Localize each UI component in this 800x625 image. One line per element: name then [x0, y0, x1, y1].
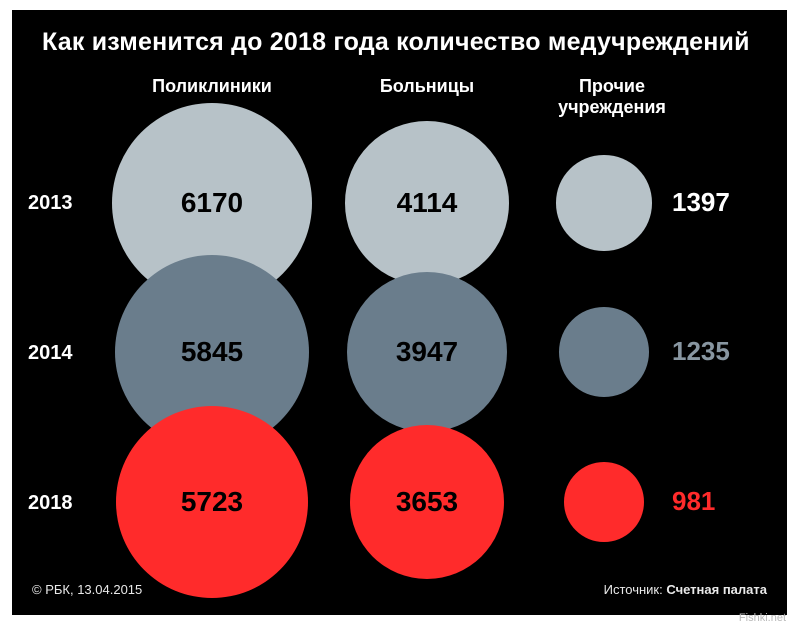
- footer-credit: © РБК, 13.04.2015: [32, 582, 142, 597]
- bubble-2013-other: [556, 155, 651, 250]
- row-label-2013: 2013: [28, 192, 73, 215]
- value: 5845: [181, 336, 243, 368]
- column-header-polyclinics: Поликлиники: [112, 76, 312, 97]
- bubble-2018-other: [564, 462, 644, 542]
- column-header-other: Прочиеучреждения: [512, 76, 712, 117]
- column-header-hospitals: Больницы: [327, 76, 527, 97]
- value: 3947: [396, 336, 458, 368]
- side-value-2013: 1397: [672, 187, 730, 218]
- chart-canvas: Как изменится до 2018 года количество ме…: [12, 10, 787, 615]
- bubble-2018-polyclinics: 5723: [116, 406, 309, 599]
- value: 5723: [181, 486, 243, 518]
- bubble-2014-hospitals: 3947: [347, 272, 507, 432]
- value: 6170: [181, 187, 243, 219]
- row-label-2014: 2014: [28, 342, 73, 365]
- stage: Как изменится до 2018 года количество ме…: [0, 0, 800, 625]
- value: 3653: [396, 486, 458, 518]
- bubble-2013-hospitals: 4114: [345, 121, 509, 285]
- footer-source: Источник: Счетная палата: [604, 582, 767, 597]
- side-value-2018: 981: [672, 486, 715, 517]
- footer-source-prefix: Источник:: [604, 582, 667, 597]
- side-value-2014: 1235: [672, 336, 730, 367]
- watermark: Fishki.net: [739, 612, 786, 624]
- bubble-2014-other: [559, 307, 649, 397]
- value: 4114: [397, 187, 458, 219]
- footer-source-name: Счетная палата: [666, 582, 767, 597]
- chart-title: Как изменится до 2018 года количество ме…: [42, 28, 750, 57]
- row-label-2018: 2018: [28, 492, 73, 515]
- bubble-2018-hospitals: 3653: [350, 425, 504, 579]
